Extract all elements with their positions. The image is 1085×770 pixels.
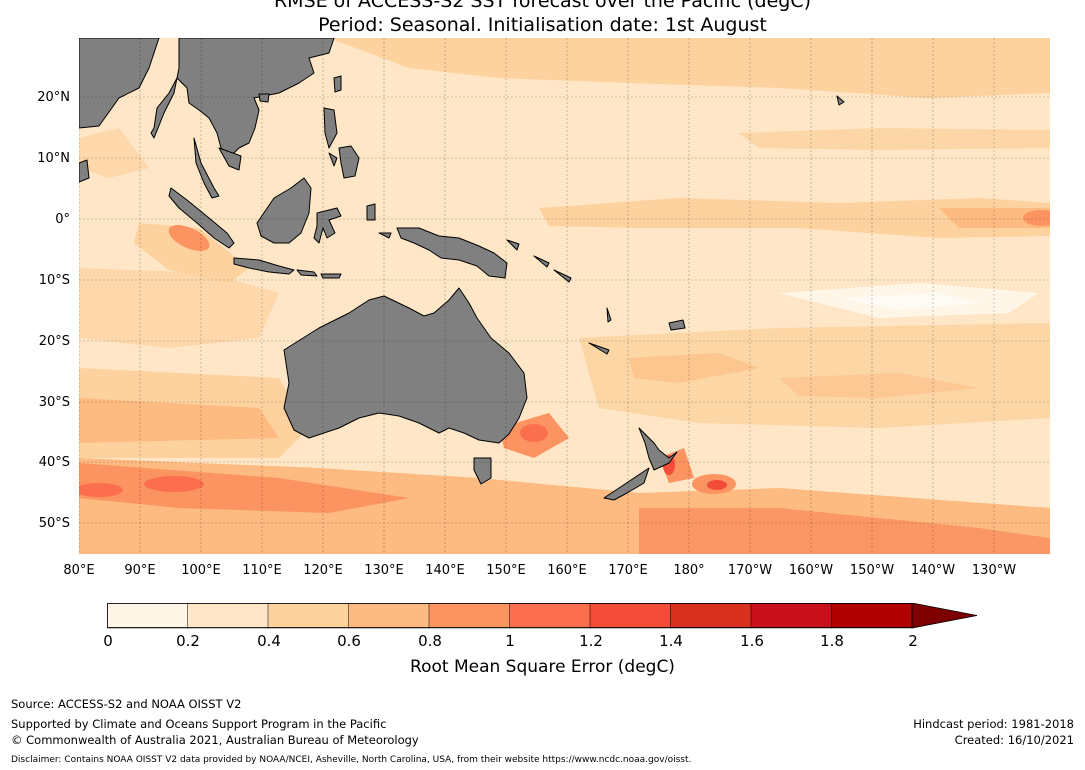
lon-label-80e: 80°E (63, 563, 95, 578)
lat-label-20n: 20°N (37, 90, 70, 105)
colorbar-cell (670, 602, 752, 629)
gridlines (79, 38, 1050, 554)
indochina-tip (218, 147, 242, 171)
malay-peninsula (193, 137, 220, 199)
lon-label-180: 180° (673, 563, 705, 578)
lat-label-30s: 30°S (38, 395, 70, 410)
sulawesi (313, 207, 342, 244)
java (233, 257, 295, 275)
australia (283, 287, 528, 444)
support-text: Supported by Climate and Oceans Support … (11, 717, 387, 731)
lon-label-160w: 160°W (788, 563, 834, 578)
sri-lanka (79, 159, 90, 183)
hainan (258, 93, 270, 103)
lat-label-40s: 40°S (38, 455, 70, 470)
lat-label-50s: 50°S (38, 516, 70, 531)
lon-label-140e: 140°E (425, 563, 465, 578)
india-region (79, 38, 160, 129)
cbar-tick-0-8: 0.8 (418, 632, 442, 650)
luzon (323, 107, 338, 149)
colorbar-cell (267, 602, 350, 629)
copyright-text: © Commonwealth of Australia 2021, Austra… (11, 733, 419, 747)
mindanao (338, 145, 360, 179)
lon-label-130e: 130°E (364, 563, 404, 578)
new-guinea (396, 227, 508, 279)
cbar-tick-1-6: 1.6 (740, 632, 764, 650)
lon-label-150e: 150°E (486, 563, 526, 578)
hindcast-period: Hindcast period: 1981-2018 (913, 717, 1074, 731)
colorbar-cell (106, 602, 189, 629)
cbar-tick-0-6: 0.6 (337, 632, 361, 650)
rmse-field (79, 38, 1050, 554)
lat-label-10n: 10°N (37, 151, 70, 166)
lon-label-170w: 170°W (727, 563, 773, 578)
colorbar-extend-arrow (911, 602, 978, 629)
source-text: Source: ACCESS-S2 and NOAA OISST V2 (11, 697, 242, 711)
colorbar-cell (589, 602, 672, 629)
cbar-tick-1-2: 1.2 (579, 632, 603, 650)
nz-north-island (638, 427, 678, 471)
title-line-2: Period: Seasonal. Initialisation date: 1… (318, 14, 767, 36)
colorbar-cell (428, 602, 511, 629)
lon-label-100e: 100°E (181, 563, 221, 578)
cbar-tick-2: 2 (908, 632, 918, 650)
borneo (256, 177, 312, 244)
lon-label-130w: 130°W (971, 563, 1017, 578)
title-line-1: RMSE of ACCESS-S2 SST forecast over the … (273, 0, 812, 12)
lon-label-140w: 140°W (910, 563, 956, 578)
lon-label-170e: 170°E (608, 563, 648, 578)
colorbar (106, 602, 982, 633)
colorbar-svg (106, 602, 978, 629)
lon-label-150w: 150°W (849, 563, 895, 578)
lat-label-0: 0° (55, 212, 70, 227)
cbar-tick-0: 0 (103, 632, 113, 650)
cbar-tick-1-8: 1.8 (820, 632, 844, 650)
map-panel (79, 38, 1050, 554)
lon-label-110e: 110°E (242, 563, 282, 578)
land (79, 38, 845, 501)
map-title: RMSE of ACCESS-S2 SST forecast over the … (0, 0, 1085, 37)
created-date: Created: 16/10/2021 (954, 733, 1074, 747)
nz-south-island (603, 467, 650, 501)
lat-label-10s: 10°S (38, 273, 70, 288)
fiji (668, 319, 686, 331)
colorbar-cell (187, 602, 269, 629)
hawaii (836, 95, 845, 106)
new-caledonia (588, 342, 610, 355)
disclaimer-text: Disclaimer: Contains NOAA OISST V2 data … (11, 755, 692, 765)
colorbar-cell (509, 602, 591, 629)
cbar-tick-0-2: 0.2 (176, 632, 200, 650)
sumatra (168, 187, 235, 249)
lat-label-20s: 20°S (38, 334, 70, 349)
colorbar-cell (348, 602, 430, 629)
map-svg (79, 38, 1050, 554)
taiwan (333, 75, 342, 93)
asia-mainland (150, 38, 335, 157)
lon-label-160e: 160°E (547, 563, 587, 578)
colorbar-cell (750, 602, 833, 629)
colorbar-label: Root Mean Square Error (degC) (410, 657, 675, 677)
lon-label-90e: 90°E (124, 563, 156, 578)
tasmania (473, 457, 492, 485)
colorbar-cell (831, 602, 913, 629)
cbar-tick-1: 1 (505, 632, 515, 650)
cbar-tick-1-4: 1.4 (659, 632, 683, 650)
cbar-tick-0-4: 0.4 (257, 632, 281, 650)
lon-label-120e: 120°E (303, 563, 343, 578)
